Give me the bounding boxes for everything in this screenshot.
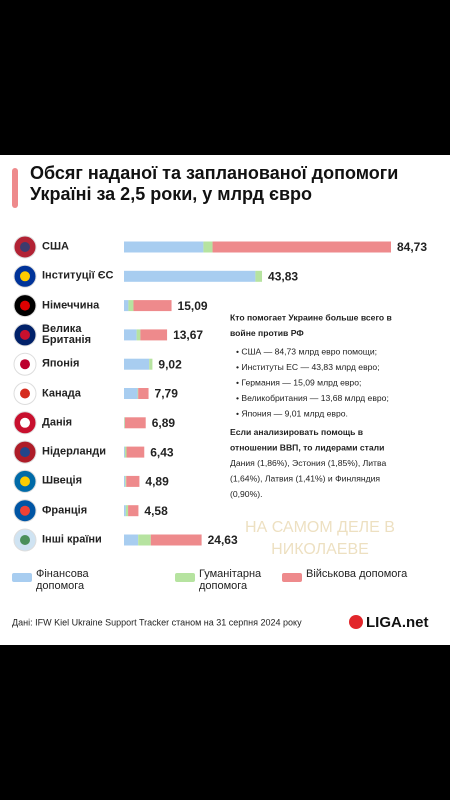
bar-segment [126, 475, 140, 487]
bar-segment [124, 329, 137, 341]
annotation: • Великобритания — 13,68 млрд евро; [236, 393, 389, 403]
category-label: Німеччина [42, 299, 100, 312]
legend-box: Гуманітарна допомога [199, 568, 262, 592]
bar-segment [124, 534, 139, 546]
flag-detail [20, 505, 30, 516]
annotation: (1,64%), Латвия (1,41%) и Финляндия [230, 473, 380, 483]
bar-segment [128, 505, 139, 517]
total-label: 4,89 [145, 475, 169, 489]
bar-segment [124, 417, 146, 429]
flag-detail [20, 300, 30, 311]
category-label: США [42, 240, 69, 253]
bar-segment [133, 300, 172, 312]
bar-segment [126, 446, 145, 458]
flag-detail [20, 388, 30, 399]
total-label: 24,63 [208, 533, 238, 547]
legend-label: Фінансова допомога [36, 568, 89, 592]
legend-swatch [282, 573, 302, 582]
title-accent [12, 168, 18, 208]
category-label: Канада [42, 387, 81, 399]
category-label: Данія [42, 416, 73, 429]
flag-detail [20, 476, 30, 487]
total-label: 15,09 [178, 299, 208, 313]
bar-segment [124, 446, 125, 458]
annotation: войне против РФ [230, 328, 304, 338]
bar-segment [124, 241, 204, 253]
logo-icon [349, 615, 363, 629]
legend-box: Фінансова допомога [36, 568, 89, 592]
legend-label: Військова допомога [306, 568, 408, 580]
flag-detail [20, 329, 30, 340]
total-label: 43,83 [268, 269, 298, 283]
title-box: Обсяг наданої та запланованої допомоги У… [30, 163, 399, 204]
total-label: 9,02 [158, 357, 182, 371]
total-label: 13,67 [173, 328, 203, 342]
watermark: НИКОЛАЕВЕ [271, 541, 369, 558]
flag-detail [20, 535, 30, 545]
bar-segment [140, 329, 168, 341]
bar-segment [212, 241, 391, 253]
legend-box: Військова допомога [306, 568, 408, 580]
category-label: Інші країни [42, 533, 102, 546]
total-label: 84,73 [397, 240, 427, 254]
bar-segment [150, 534, 202, 546]
chart-title: Обсяг наданої та запланованої допомоги У… [30, 163, 399, 204]
bar-segment [124, 475, 126, 487]
flag-detail [20, 359, 30, 370]
bar-segment [149, 358, 153, 370]
bar-segment [124, 505, 126, 517]
category-label: Франція [42, 504, 88, 517]
annotation: Кто помогает Украине больше всего в [230, 312, 392, 322]
bar-segment [255, 270, 263, 282]
bar-segment [203, 241, 213, 253]
bar-segment [138, 388, 149, 399]
legend-swatch [175, 573, 195, 582]
bar-segment [138, 534, 151, 546]
category-label: Велика Британія [42, 322, 92, 346]
legend-swatch [12, 573, 32, 582]
bar-segment [124, 388, 138, 399]
bar-segment [124, 300, 129, 312]
annotation: (0,90%). [230, 489, 262, 499]
card [0, 155, 450, 645]
bar-segment [124, 358, 150, 370]
logo: LIGA.net [366, 614, 429, 631]
annotation: Дания (1,86%), Эстония (1,85%), Литва [230, 458, 386, 468]
flag-detail [20, 447, 30, 458]
bar-segment [124, 417, 125, 429]
bar-segment [136, 329, 141, 341]
legend-label: Гуманітарна допомога [199, 568, 262, 592]
category-label: Швеція [42, 474, 83, 487]
annotation: отношении ВВП, то лидерами стали [230, 442, 384, 452]
total-label: 6,89 [152, 416, 176, 430]
watermark: НА САМОМ ДЕЛЕ В [245, 519, 395, 536]
category-label: Інституції ЄС [42, 269, 114, 282]
flag-detail [20, 242, 30, 252]
bar-segment [128, 300, 134, 312]
annotation: • Япония — 9,01 млрд евро. [236, 408, 348, 418]
annotation: • Германия — 15,09 млрд евро; [236, 377, 361, 387]
bar-segment [137, 388, 139, 399]
annotation: • Институты ЕС — 43,83 млрд евро; [236, 362, 380, 372]
bar-segment [124, 446, 127, 458]
bar-segment [125, 475, 127, 487]
total-label: 4,58 [144, 504, 168, 518]
annotation: Если анализировать помощь в [230, 427, 363, 437]
total-label: 6,43 [150, 445, 174, 459]
flag-detail [20, 417, 30, 428]
category-label: Нідерланди [42, 445, 107, 458]
bar-segment [124, 270, 256, 282]
category-label: Японія [42, 357, 80, 370]
source: Дані: IFW Kiel Ukraine Support Tracker с… [12, 617, 302, 627]
total-label: 7,79 [155, 387, 179, 401]
bar-segment [125, 505, 129, 517]
flag-detail [20, 271, 30, 282]
annotation: • США — 84,73 млрд евро помощи; [236, 346, 377, 356]
